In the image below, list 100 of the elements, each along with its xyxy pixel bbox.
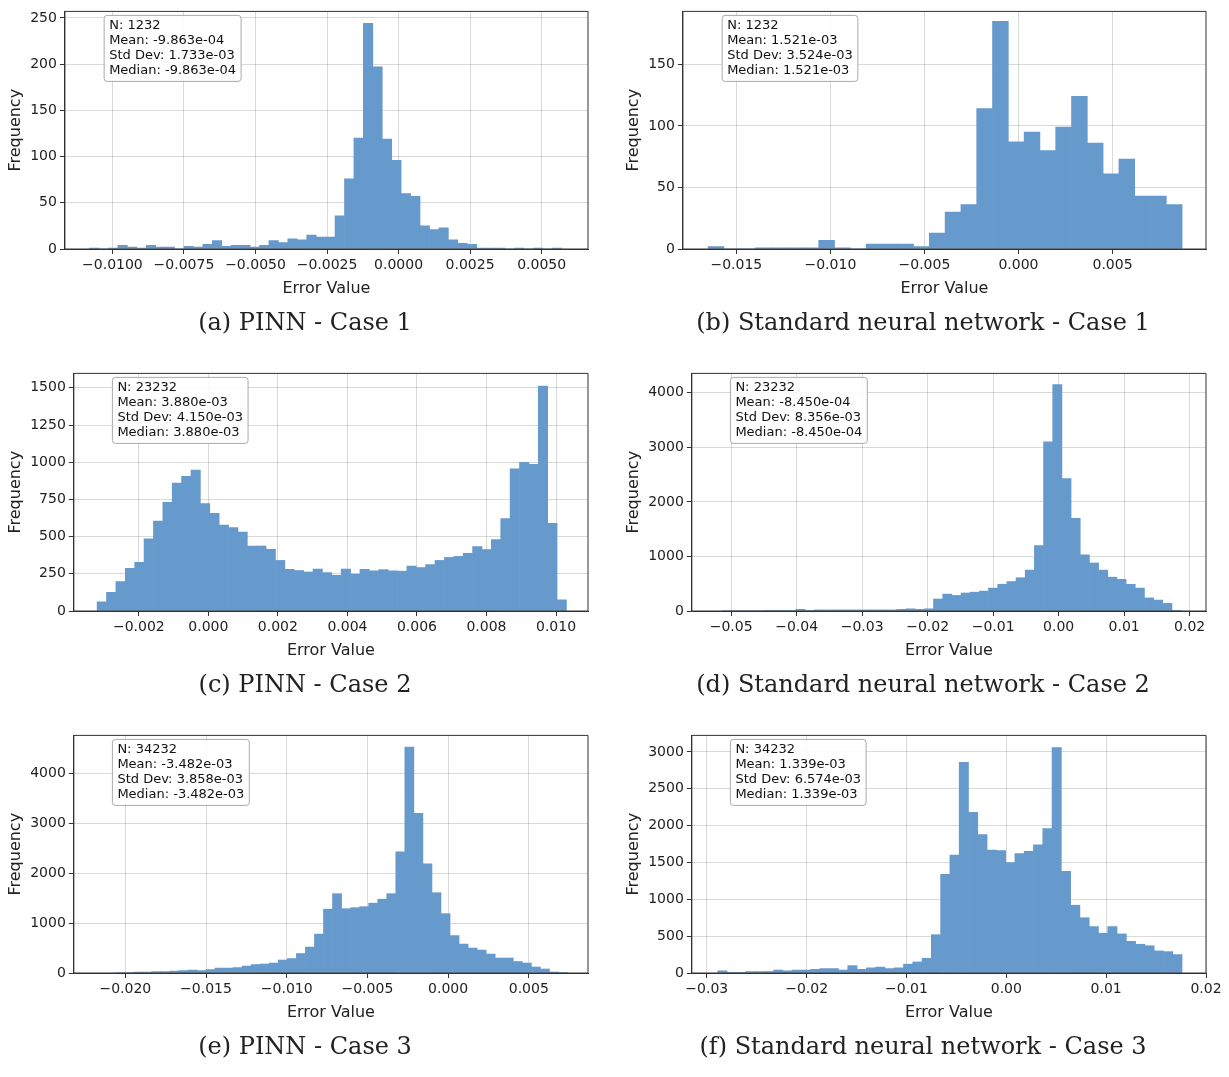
x-tick-label: −0.01 xyxy=(885,980,928,997)
y-tick-label: 1000 xyxy=(30,913,66,930)
text: (b) Standard neural network - Case 1 xyxy=(695,308,1151,336)
x-tick-label: 0.000 xyxy=(998,256,1039,273)
x-tick-label: −0.0050 xyxy=(225,256,286,273)
x-tick-label: 0.0000 xyxy=(374,256,424,273)
x-tick-label: 0.005 xyxy=(508,980,549,997)
y-axis-title: Frequency xyxy=(622,88,642,172)
annotation: Mean: -3.482e-03 xyxy=(117,756,233,772)
annotation: Mean: 3.880e-03 xyxy=(117,394,228,410)
x-tick-label: −0.020 xyxy=(99,980,152,997)
x-tick-label: −0.01 xyxy=(971,618,1015,635)
x-axis-title: Error Value xyxy=(286,639,375,659)
x-tick-label: 0.01 xyxy=(1108,618,1140,635)
y-tick-label: 2000 xyxy=(648,816,684,833)
y-tick-label: 0 xyxy=(666,239,675,256)
annotation: Median: 1.521e-03 xyxy=(727,62,850,78)
annotation: Std Dev: 4.150e-03 xyxy=(117,409,244,425)
y-tick-label: 750 xyxy=(39,490,66,507)
y-tick-label: 2500 xyxy=(648,779,684,796)
annotation: Mean: -8.450e-04 xyxy=(735,394,851,410)
x-tick-label: −0.010 xyxy=(804,256,857,273)
x-tick-label: −0.015 xyxy=(710,256,763,273)
text: (c) PINN - Case 2 xyxy=(197,670,413,698)
y-tick-label: 0 xyxy=(56,963,66,980)
y-axis-title: Frequency xyxy=(4,450,24,534)
y-tick-label: 3000 xyxy=(648,438,684,454)
annotation: Std Dev: 1.733e-03 xyxy=(109,47,235,63)
x-tick-label: −0.002 xyxy=(112,618,165,635)
y-axis-title: Frequency xyxy=(4,88,24,172)
y-tick-label: 1500 xyxy=(648,853,684,870)
y-axis-title: Frequency xyxy=(622,450,642,534)
y-tick-label: 2000 xyxy=(30,863,66,880)
x-tick-label: −0.0025 xyxy=(296,256,358,273)
annotation: N: 23232 xyxy=(117,379,177,395)
y-tick-label: 250 xyxy=(39,564,66,581)
annotation: Median: -8.450e-04 xyxy=(735,424,863,440)
text: (e) PINN - Case 3 xyxy=(197,1032,413,1060)
annotation: Mean: 1.339e-03 xyxy=(735,756,846,772)
annotation: Mean: 1.521e-03 xyxy=(727,32,838,48)
y-tick-label: 3000 xyxy=(648,742,684,759)
annotation: N: 34232 xyxy=(117,741,177,757)
x-axis-title: Error Value xyxy=(282,277,371,297)
y-tick-label: 0 xyxy=(48,239,57,256)
annotation: Std Dev: 3.524e-03 xyxy=(727,47,853,63)
y-tick-label: 4000 xyxy=(30,764,66,781)
y-tick-label: 3000 xyxy=(30,814,66,831)
annotation: N: 1232 xyxy=(727,17,779,33)
annotation: Median: -9.863e-04 xyxy=(109,62,237,78)
y-tick-label: 0 xyxy=(674,601,684,618)
y-tick-label: 4000 xyxy=(648,383,684,400)
y-tick-label: 1000 xyxy=(648,547,684,564)
y-tick-label: 150 xyxy=(648,54,675,71)
x-tick-label: 0.000 xyxy=(428,980,469,997)
annotation: N: 23232 xyxy=(735,379,795,395)
x-tick-label: 0.0050 xyxy=(517,256,567,273)
y-tick-label: 500 xyxy=(39,527,66,544)
y-tick-label: 50 xyxy=(39,193,57,210)
x-tick-label: 0.02 xyxy=(1190,980,1222,997)
x-tick-label: −0.03 xyxy=(685,980,729,997)
annotation: Std Dev: 3.858e-03 xyxy=(117,771,244,787)
x-axis-title: Error Value xyxy=(900,277,989,297)
x-tick-label: 0.01 xyxy=(1090,980,1122,997)
x-tick-label: −0.04 xyxy=(775,618,819,635)
y-tick-label: 250 xyxy=(30,8,57,25)
y-tick-label: 200 xyxy=(30,54,57,71)
annotation: Median: 3.880e-03 xyxy=(117,424,240,440)
x-tick-label: 0.002 xyxy=(257,618,298,635)
x-tick-label: −0.0075 xyxy=(153,256,215,273)
x-tick-label: 0.00 xyxy=(990,980,1022,997)
text: (a) PINN - Case 1 xyxy=(197,308,413,336)
y-tick-label: 500 xyxy=(657,926,684,943)
x-axis-title: Error Value xyxy=(904,639,993,659)
x-tick-label: 0.010 xyxy=(535,618,577,635)
x-tick-label: 0.0025 xyxy=(445,256,495,273)
x-tick-label: −0.03 xyxy=(840,618,884,635)
annotation: Median: -3.482e-03 xyxy=(117,786,245,802)
x-tick-label: 0.00 xyxy=(1043,618,1075,635)
x-tick-label: −0.02 xyxy=(906,618,950,635)
annotation: Std Dev: 6.574e-03 xyxy=(735,771,862,787)
x-tick-label: 0.008 xyxy=(466,618,507,635)
y-tick-label: 1000 xyxy=(30,452,66,469)
x-tick-label: 0.000 xyxy=(188,618,229,635)
y-tick-label: 1500 xyxy=(30,378,66,395)
annotation: Median: 1.339e-03 xyxy=(735,786,858,802)
y-axis-title: Frequency xyxy=(4,812,24,896)
x-tick-label: −0.05 xyxy=(709,618,753,635)
x-tick-label: −0.005 xyxy=(898,256,951,273)
y-tick-label: 0 xyxy=(56,601,66,618)
x-tick-label: −0.02 xyxy=(785,980,829,997)
annotation: N: 1232 xyxy=(109,17,161,33)
x-tick-label: 0.02 xyxy=(1174,618,1206,635)
x-tick-label: 0.004 xyxy=(327,618,368,635)
x-tick-label: −0.0100 xyxy=(82,256,143,273)
y-tick-label: 1000 xyxy=(648,889,684,906)
annotation: Std Dev: 8.356e-03 xyxy=(735,409,862,425)
annotation: N: 34232 xyxy=(735,741,795,757)
x-tick-label: −0.015 xyxy=(180,980,232,997)
x-tick-label: 0.006 xyxy=(396,618,438,635)
x-tick-label: −0.005 xyxy=(341,980,394,997)
